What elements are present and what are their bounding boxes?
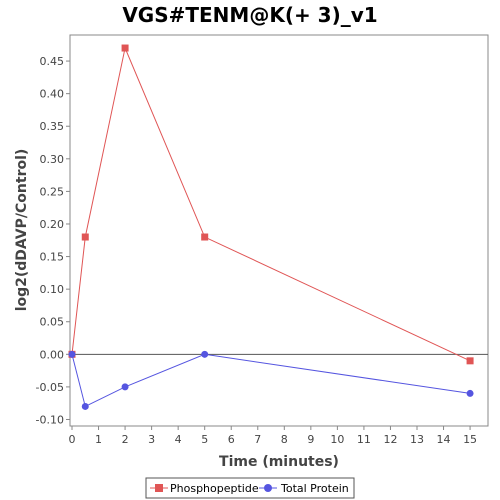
data-point-0-3 [201,233,209,241]
data-point-0-2 [121,44,129,52]
chart-title: VGS#TENM@K(+ 3)_v1 [122,3,377,27]
x-tick-label: 11 [357,433,371,446]
y-tick-label: -0.05 [36,381,64,394]
data-point-1-1 [81,402,89,410]
x-tick-label: 1 [95,433,102,446]
data-point-1-3 [201,350,209,358]
legend-total-marker [264,484,272,492]
x-tick-label: 8 [281,433,288,446]
x-tick-label: 14 [437,433,451,446]
data-point-1-2 [121,383,129,391]
data-point-1-0 [68,350,76,358]
x-tick-label: 7 [254,433,261,446]
y-tick-label: 0.35 [40,120,65,133]
plot-area [69,34,489,427]
x-tick-label: 10 [330,433,344,446]
x-tick-label: 6 [228,433,235,446]
data-point-0-4 [466,357,474,365]
y-tick-label: -0.10 [36,413,64,426]
y-axis-label: log2(dDAVP/Control) [14,149,30,312]
legend-total-label: Total Protein [280,482,349,495]
x-tick-label: 4 [175,433,182,446]
y-tick-label: 0.10 [40,283,65,296]
data-point-0-1 [81,233,89,241]
x-axis: 0 1 2 3 4 5 6 7 8 9 10 11 12 13 14 15 [69,426,477,446]
y-tick-label: 0.20 [40,218,65,231]
legend-phospho-label: Phosphopeptide [170,482,259,495]
x-tick-label: 5 [201,433,208,446]
y-tick-label: 0.30 [40,153,65,166]
legend: Phosphopeptide Total Protein [145,477,355,499]
y-tick-label: 0.25 [40,185,65,198]
x-tick-label: 2 [122,433,129,446]
legend-phospho-marker [155,484,163,492]
x-tick-label: 3 [148,433,155,446]
y-axis: -0.10 -0.05 0.00 0.05 0.10 0.15 0.20 0.25 0.30 0.… [36,55,70,426]
data-point-1-4 [466,389,474,397]
y-tick-label: 0.40 [40,88,65,101]
x-tick-label: 12 [383,433,397,446]
legend-box [145,477,355,499]
y-tick-label: 0.15 [40,251,65,264]
series-layer [68,44,474,410]
y-tick-label: 0.05 [40,316,65,329]
y-tick-label: 0.00 [40,348,65,361]
y-tick-label: 0.45 [40,55,65,68]
x-tick-label: 15 [463,433,477,446]
x-axis-label: Time (minutes) [219,454,339,470]
x-tick-label: 13 [410,433,424,446]
x-tick-label: 9 [307,433,314,446]
x-tick-label: 0 [69,433,76,446]
